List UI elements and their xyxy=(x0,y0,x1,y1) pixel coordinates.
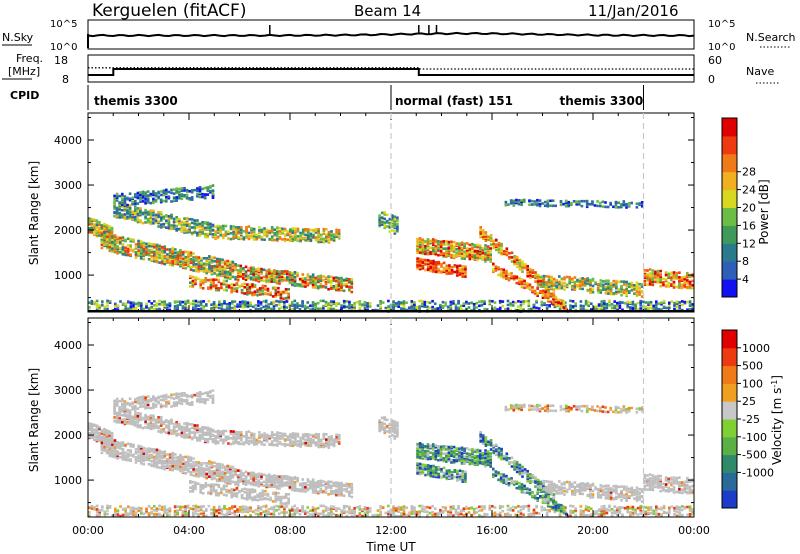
colorbar-tick-label: -25 xyxy=(742,413,760,426)
velocity-colorbar: 1000 500 100 25 -25 -100 -500 -1000 xyxy=(721,329,774,509)
power-colorbar: 4 8 12 16 20 24 28 xyxy=(721,117,756,298)
power-ytick-label: 4000 xyxy=(54,134,82,147)
power-ylabel: Slant Range [km] xyxy=(27,161,41,265)
power-ytick-label: 1000 xyxy=(54,269,82,282)
colorbar-swatch xyxy=(722,490,737,509)
power-ytick-label: 3000 xyxy=(54,179,82,192)
colorbar-tick-label: 500 xyxy=(742,360,763,373)
colorbar-swatch xyxy=(722,401,737,420)
colorbar-tick-label: 100 xyxy=(742,377,763,390)
date-title: 11/Jan/2016 xyxy=(588,2,679,20)
nsky-tick-low: 10^0 xyxy=(50,42,77,53)
freq-line xyxy=(88,68,694,76)
nave-line xyxy=(88,67,694,70)
nave-label: Nave xyxy=(746,65,774,78)
colorbar-swatch xyxy=(722,365,737,384)
beam-title: Beam 14 xyxy=(354,2,421,20)
nsearch-label: N.Search xyxy=(746,31,796,44)
cpid-mode-label: themis 3300 xyxy=(560,94,644,108)
vel-ytick-label: 1000 xyxy=(54,474,82,487)
colorbar-swatch xyxy=(722,225,737,244)
colorbar-swatch xyxy=(722,261,737,280)
power-colorbar-label: Power [dB] xyxy=(757,179,771,244)
power-data xyxy=(88,184,694,313)
xtick-label: 20:00 xyxy=(577,524,609,537)
xtick-label: 00:00 xyxy=(72,524,104,537)
xtick-label: 08:00 xyxy=(274,524,306,537)
nsky-tick-high: 10^5 xyxy=(50,19,77,30)
colorbar-tick-label: -100 xyxy=(742,431,767,444)
colorbar-swatch xyxy=(722,189,737,208)
nsky-line xyxy=(87,31,695,48)
freq-tick-high: 18 xyxy=(54,54,68,67)
colorbar-tick-label: 24 xyxy=(742,184,756,197)
colorbar-swatch xyxy=(722,135,737,155)
vel-ytick-label: 4000 xyxy=(54,339,82,352)
vel-ytick-label: 2000 xyxy=(54,429,82,442)
power-panel: 1000 2000 3000 4000 xyxy=(54,112,695,313)
nsky-label: N.Sky xyxy=(2,31,34,44)
x-axis-label: Time UT xyxy=(365,540,416,554)
nsky-panel xyxy=(87,19,695,50)
velocity-colorbar-label: Velocity [m s-1] xyxy=(770,375,784,465)
nsky-spikes xyxy=(269,25,438,34)
velocity-panel: 1000 2000 3000 4000 00:00 04:00 08:00 12:00 16:… xyxy=(54,317,710,537)
freq-label-line2: [MHz] xyxy=(8,65,40,78)
colorbar-tick-label: 4 xyxy=(742,273,749,286)
colorbar-swatch xyxy=(722,383,737,402)
nsearch-tick-low: 10^0 xyxy=(708,42,735,53)
nave-tick-high: 60 xyxy=(708,54,722,67)
colorbar-swatch xyxy=(722,153,737,173)
colorbar-swatch xyxy=(722,347,737,367)
colorbar-swatch xyxy=(722,279,737,298)
power-ytick-label: 2000 xyxy=(54,224,82,237)
cpid-row: themis 3300 normal (fast) 151 themis 3300 xyxy=(87,85,644,110)
colorbar-tick-label: 28 xyxy=(742,166,756,179)
colorbar-swatch xyxy=(722,436,737,456)
colorbar-tick-label: 1000 xyxy=(742,342,770,355)
colorbar-swatch xyxy=(722,118,737,137)
freq-label-line1: Freq. xyxy=(16,52,43,65)
cpid-label: CPID xyxy=(10,89,39,102)
freq-panel xyxy=(87,54,695,83)
colorbar-swatch xyxy=(722,454,737,473)
colorbar-swatch xyxy=(722,171,737,191)
colorbar-swatch xyxy=(722,419,737,438)
freq-tick-low: 8 xyxy=(62,73,69,86)
colorbar-swatch xyxy=(722,330,737,349)
xtick-label: 12:00 xyxy=(375,524,407,537)
station-title: Kerguelen (fitACF) xyxy=(92,1,246,21)
nsearch-tick-high: 10^5 xyxy=(708,19,735,30)
colorbar-swatch xyxy=(722,207,737,226)
colorbar-tick-label: 20 xyxy=(742,202,756,215)
colorbar-swatch xyxy=(722,243,737,262)
xtick-label: 16:00 xyxy=(476,524,508,537)
cpid-mode-label: normal (fast) 151 xyxy=(395,94,513,108)
vel-ytick-label: 3000 xyxy=(54,384,82,397)
xtick-label: 04:00 xyxy=(173,524,205,537)
cpid-mode-label: themis 3300 xyxy=(94,94,178,108)
colorbar-tick-label: 25 xyxy=(742,395,756,408)
nave-tick-low: 0 xyxy=(708,73,715,86)
colorbar-tick-label: 8 xyxy=(742,255,749,268)
colorbar-swatch xyxy=(722,472,737,491)
velocity-data xyxy=(88,389,694,518)
colorbar-tick-label: 12 xyxy=(742,237,756,250)
xtick-label: 00:00 xyxy=(678,524,710,537)
colorbar-tick-label: -500 xyxy=(742,449,767,462)
colorbar-tick-label: -1000 xyxy=(742,466,774,479)
colorbar-tick-label: 16 xyxy=(742,219,756,232)
velocity-ylabel: Slant Range [km] xyxy=(27,368,41,472)
